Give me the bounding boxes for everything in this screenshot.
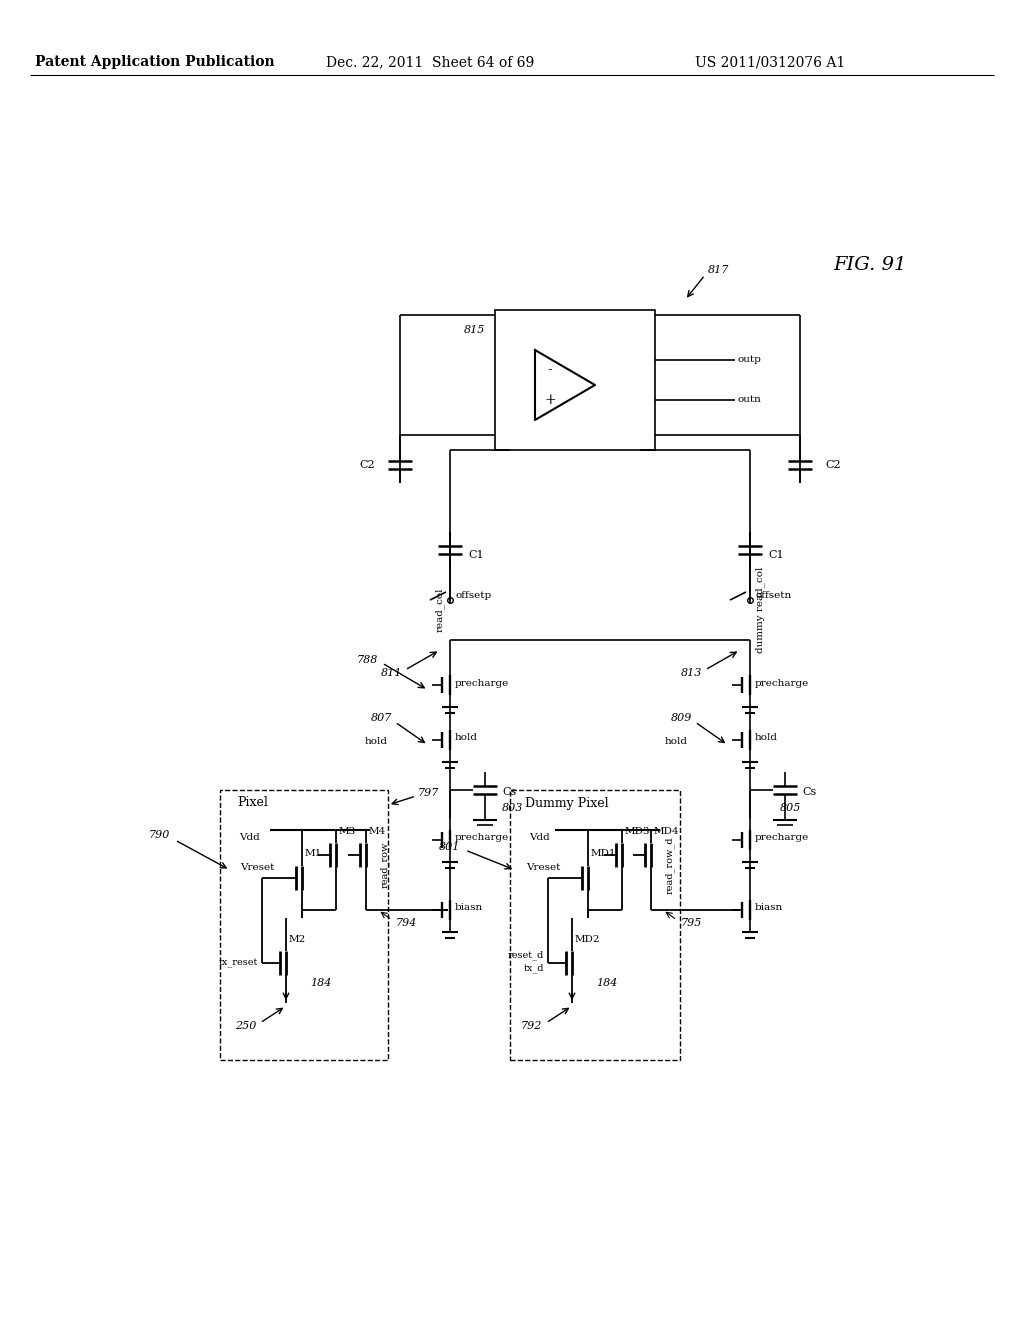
Text: hold: hold	[755, 734, 778, 742]
Text: 788: 788	[356, 655, 378, 665]
Text: 184: 184	[310, 978, 332, 987]
Text: M3: M3	[339, 826, 356, 836]
Text: precharge: precharge	[755, 678, 809, 688]
Text: hold: hold	[665, 738, 688, 747]
Text: 801: 801	[438, 842, 460, 851]
Text: 792: 792	[520, 1020, 542, 1031]
Text: outn: outn	[738, 396, 762, 404]
Text: Vreset: Vreset	[525, 863, 560, 873]
Text: 794: 794	[396, 917, 418, 928]
Text: read_col: read_col	[435, 587, 445, 632]
Text: M2: M2	[289, 935, 306, 944]
Text: Vdd: Vdd	[240, 833, 260, 842]
Text: Vreset: Vreset	[240, 863, 274, 873]
Text: 184: 184	[596, 978, 617, 987]
Text: biasn: biasn	[755, 903, 783, 912]
Text: US 2011/0312076 A1: US 2011/0312076 A1	[695, 55, 845, 69]
Text: Cs: Cs	[802, 787, 816, 797]
Text: MD1: MD1	[591, 850, 616, 858]
Text: +: +	[544, 393, 556, 407]
Bar	[220, 789, 388, 1060]
Text: 803: 803	[502, 803, 523, 813]
Text: 805: 805	[780, 803, 802, 813]
Text: read_row_d: read_row_d	[665, 837, 675, 894]
Text: 811: 811	[381, 668, 402, 678]
Text: offsetn: offsetn	[755, 590, 792, 599]
Text: tx_d: tx_d	[523, 964, 544, 973]
Text: C1: C1	[468, 550, 483, 560]
Text: -: -	[548, 363, 552, 378]
Text: 815: 815	[464, 325, 485, 335]
Text: tx_reset: tx_reset	[219, 958, 258, 968]
Text: outp: outp	[738, 355, 762, 364]
Bar	[510, 789, 680, 1060]
Text: Patent Application Publication: Patent Application Publication	[35, 55, 274, 69]
Text: reset_d: reset_d	[508, 950, 544, 960]
Text: hold: hold	[365, 738, 388, 747]
Text: 797: 797	[418, 788, 439, 799]
Text: 807: 807	[371, 713, 392, 723]
Text: Pixel: Pixel	[237, 796, 268, 809]
Text: offsetp: offsetp	[455, 590, 492, 599]
Text: Dummy Pixel: Dummy Pixel	[525, 796, 608, 809]
Text: Vdd: Vdd	[529, 833, 550, 842]
Text: 795: 795	[681, 917, 702, 928]
Text: 790: 790	[148, 830, 170, 840]
Text: biasn: biasn	[455, 903, 483, 912]
Text: 813: 813	[681, 668, 702, 678]
Text: read_row: read_row	[380, 842, 390, 888]
Text: MD2: MD2	[575, 935, 600, 944]
Text: C1: C1	[768, 550, 783, 560]
Text: MD3: MD3	[625, 826, 650, 836]
Text: MD4: MD4	[654, 826, 680, 836]
Text: precharge: precharge	[755, 833, 809, 842]
Text: C2: C2	[825, 459, 841, 470]
Text: precharge: precharge	[455, 833, 509, 842]
Text: C2: C2	[359, 459, 375, 470]
Text: Cs: Cs	[502, 787, 516, 797]
Text: M1: M1	[305, 850, 323, 858]
Text: 250: 250	[234, 1020, 256, 1031]
Text: 817: 817	[708, 265, 729, 275]
Bar	[495, 310, 655, 450]
Text: 809: 809	[671, 713, 692, 723]
Text: FIG. 91: FIG. 91	[834, 256, 906, 275]
Text: dummy read_col: dummy read_col	[755, 566, 765, 653]
Text: Dec. 22, 2011  Sheet 64 of 69: Dec. 22, 2011 Sheet 64 of 69	[326, 55, 535, 69]
Text: precharge: precharge	[455, 678, 509, 688]
Text: hold: hold	[455, 734, 478, 742]
Text: M4: M4	[369, 826, 386, 836]
